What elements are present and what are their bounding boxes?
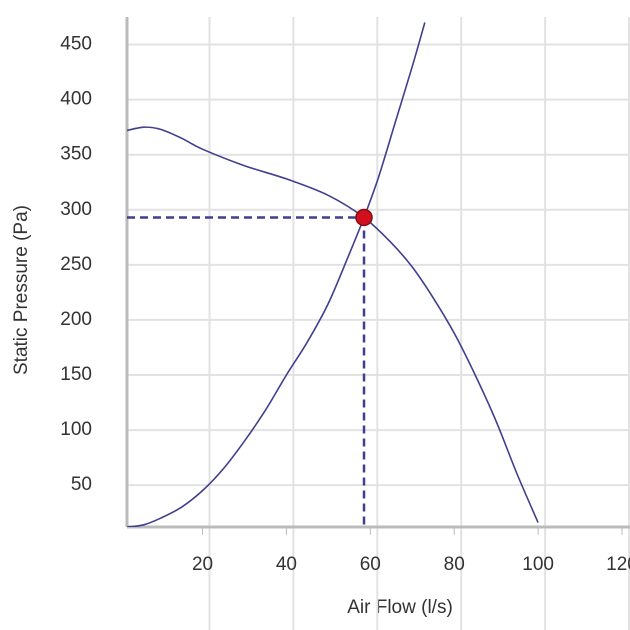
series-line: [127, 22, 426, 527]
x-tick-label: 40: [276, 554, 297, 575]
y-tick-label: 300: [60, 199, 92, 220]
x-tick-label: 100: [522, 554, 554, 575]
y-tick-label: 200: [60, 309, 92, 330]
y-tick-label: 350: [60, 144, 92, 165]
x-tick-label: 60: [360, 554, 381, 575]
x-tick-label: 80: [444, 554, 465, 575]
y-tick-label: 50: [71, 474, 92, 495]
x-tick-label: 120: [606, 554, 630, 575]
x-axis-label: Air Flow (l/s): [347, 597, 453, 618]
y-tick-label: 450: [60, 34, 92, 55]
y-axis-label: Static Pressure (Pa): [11, 205, 32, 375]
x-tick-label: 20: [192, 554, 213, 575]
y-tick-label: 100: [60, 419, 92, 440]
y-tick-label: 400: [60, 89, 92, 110]
y-tick-label: 150: [60, 364, 92, 385]
y-tick-label: 250: [60, 254, 92, 275]
operating-point: [355, 208, 373, 227]
